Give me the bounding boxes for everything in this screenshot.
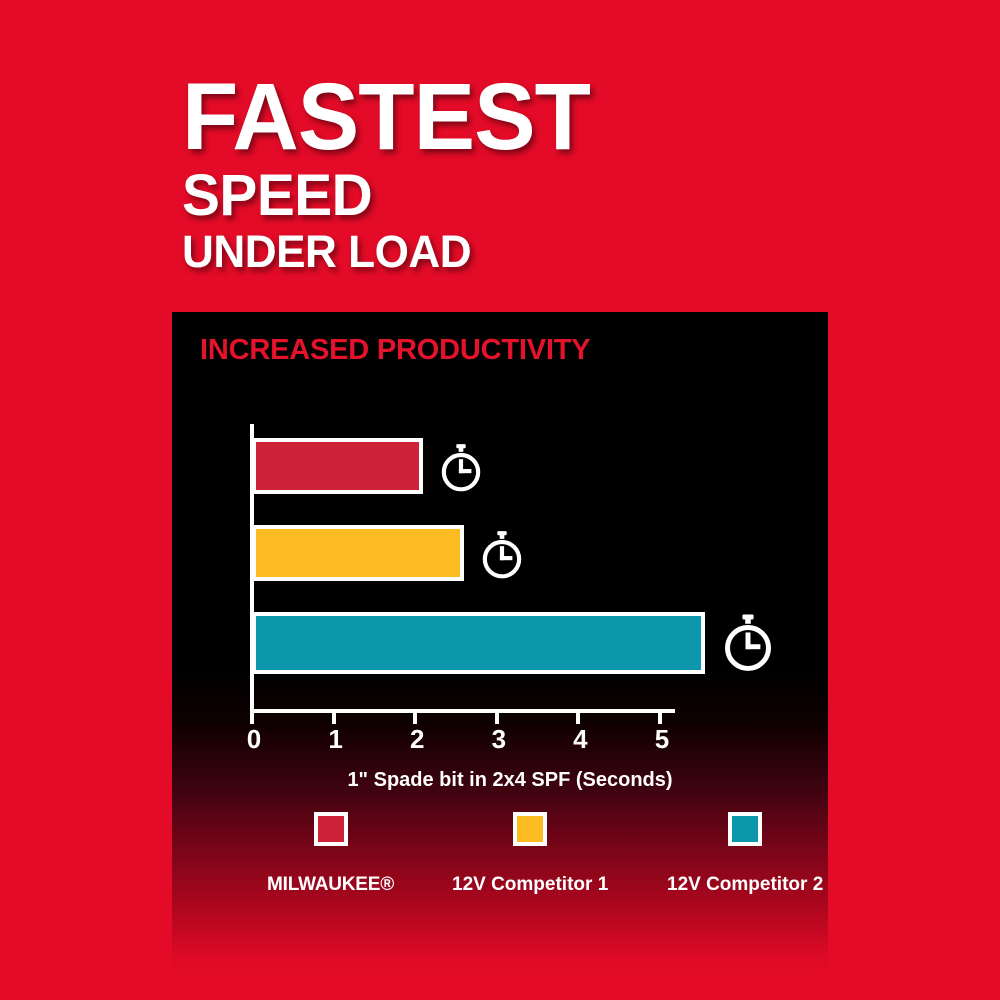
bar-2 — [252, 525, 465, 581]
x-tick-label: 2 — [409, 724, 425, 754]
x-tick-label: 5 — [654, 724, 670, 754]
headline-line-1: FASTEST — [182, 64, 591, 170]
x-axis-line — [250, 709, 675, 713]
legend-label: 12V Competitor 1 — [452, 874, 609, 895]
x-tick — [250, 709, 254, 724]
x-axis-label: 1" Spade bit in 2x4 SPF (Seconds) — [347, 769, 673, 791]
plot-area: 0 1 2 3 4 5 1" Spade bit in 2x4 SPF (Seconds) — [247, 424, 771, 791]
legend-item-1: MILWAUKEE® — [267, 812, 394, 896]
legend-swatch — [313, 812, 348, 846]
bar-3 — [252, 612, 705, 674]
headline-line-2: SPEED — [182, 163, 373, 229]
x-tick — [413, 709, 418, 724]
legend-item-3: 12V Competitor 2 — [667, 812, 823, 896]
x-tick-label: 3 — [491, 724, 507, 754]
stopwatch-icon — [476, 529, 528, 586]
chart-title: INCREASED PRODUCTIVITY — [200, 334, 591, 366]
legend-swatch — [513, 812, 548, 846]
chart-legend: MILWAUKEE® 12V Competitor 1 12V Competitor… — [212, 812, 823, 922]
legend-item-2: 12V Competitor 1 — [452, 812, 608, 896]
legend-label: 12V Competitor 2 — [667, 874, 824, 895]
bar-1 — [252, 438, 424, 494]
legend-swatch — [728, 812, 763, 846]
x-tick — [494, 709, 499, 724]
headline-line-3: UNDER LOAD — [182, 225, 472, 277]
x-tick-label: 0 — [246, 724, 262, 754]
x-tick-label: 4 — [573, 724, 588, 754]
x-tick-label: 1 — [328, 724, 343, 754]
headline-block: FASTEST SPEED UNDER LOAD — [182, 64, 882, 277]
x-tick — [658, 709, 662, 724]
x-tick — [576, 709, 581, 724]
legend-label: MILWAUKEE® — [267, 874, 395, 895]
chart-panel: INCREASED PRODUCTIVITY 0 1 2 3 4 5 1" Spade b… — [172, 312, 828, 972]
x-tick — [331, 709, 336, 724]
stopwatch-icon — [435, 442, 487, 499]
stopwatch-icon — [717, 612, 779, 679]
